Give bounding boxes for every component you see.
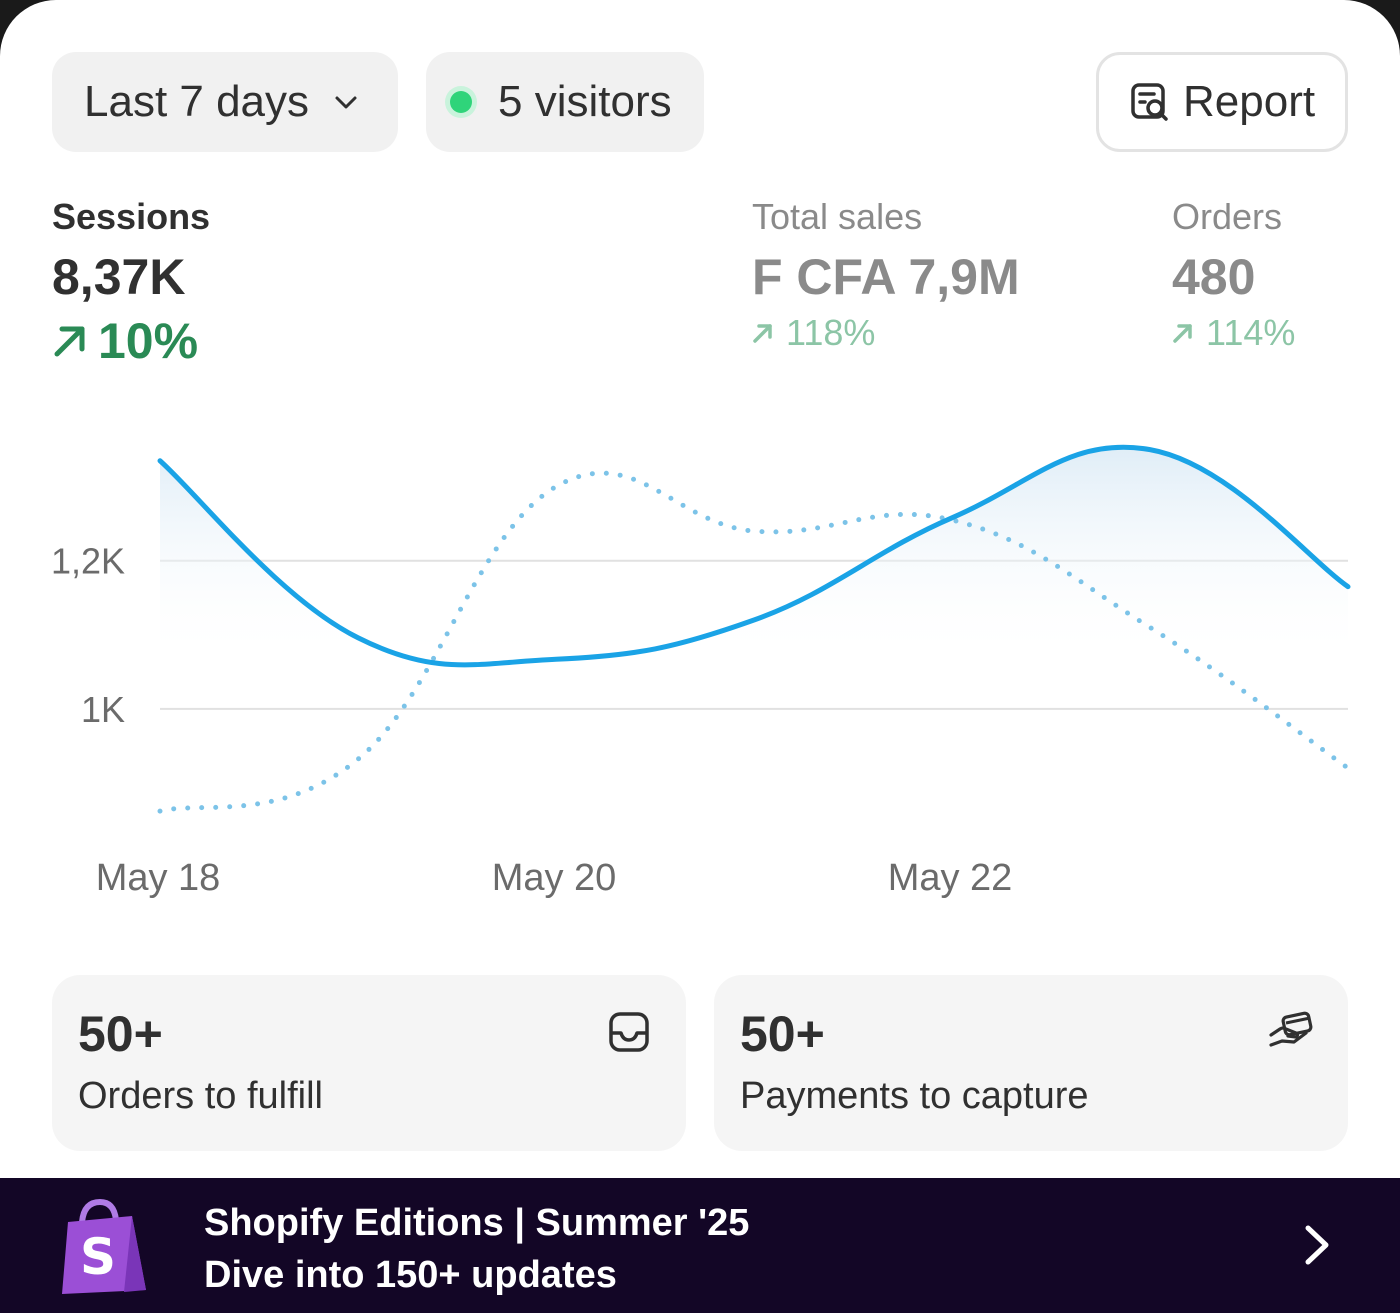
x-tick-label: May 20	[492, 857, 617, 899]
y-tick-label: 1,2K	[51, 541, 125, 582]
live-dot-icon	[450, 91, 472, 113]
task-count: 50+	[740, 1006, 825, 1062]
payments-to-capture-card[interactable]: 50+ Payments to capture	[714, 975, 1348, 1151]
report-search-icon	[1131, 83, 1168, 121]
metric-sales-value: F CFA 7,9M	[752, 249, 1020, 305]
svg-text:S: S	[80, 1228, 116, 1286]
inbox-icon	[609, 1012, 649, 1052]
metric-orders-delta: 114%	[1172, 312, 1295, 354]
shopify-bag-icon: S	[62, 1198, 146, 1294]
metric-orders[interactable]: Orders 480 114%	[1172, 196, 1295, 354]
sessions-chart[interactable]: 1K 1,2K May 18 May 20 May 22	[0, 380, 1400, 920]
metric-sales-delta: 118%	[752, 312, 1020, 354]
editions-banner[interactable]: S Shopify Editions | Summer '25 Dive int…	[0, 1178, 1400, 1313]
x-tick-label: May 22	[888, 857, 1013, 899]
sessions-series-line	[157, 444, 1351, 668]
report-button[interactable]: Report	[1096, 52, 1348, 152]
report-label: Report	[1183, 77, 1316, 126]
metric-orders-label: Orders	[1172, 196, 1283, 237]
chevron-down-icon	[335, 96, 357, 109]
metric-sales-delta-value: 118%	[786, 312, 876, 353]
metric-orders-delta-value: 114%	[1206, 312, 1296, 353]
metric-sales-label: Total sales	[752, 196, 923, 237]
y-tick-label: 1K	[81, 689, 125, 730]
comparison-series-line	[157, 470, 1351, 814]
arrow-up-right-icon	[54, 326, 85, 357]
task-label: Orders to fulfill	[78, 1075, 323, 1117]
visitors-label: 5 visitors	[498, 77, 672, 126]
task-count: 50+	[78, 1006, 163, 1062]
banner-subtitle: Dive into 150+ updates	[204, 1254, 617, 1296]
chevron-right-icon[interactable]	[1298, 1224, 1334, 1266]
task-label: Payments to capture	[740, 1075, 1089, 1117]
x-tick-label: May 18	[96, 857, 221, 899]
metric-sessions-value: 8,37K	[52, 249, 186, 305]
home-card: Last 7 days 5 visitors Report Sessions 8…	[0, 0, 1400, 1180]
metric-total-sales[interactable]: Total sales F CFA 7,9M 118%	[752, 196, 1020, 354]
metric-sessions[interactable]: Sessions 8,37K 10%	[52, 196, 210, 370]
metric-sessions-delta-value: 10%	[98, 313, 199, 369]
live-visitors-button[interactable]: 5 visitors	[426, 52, 704, 152]
series-area-fill	[160, 447, 1348, 665]
orders-to-fulfill-card[interactable]: 50+ Orders to fulfill	[52, 975, 686, 1151]
metric-orders-value: 480	[1172, 249, 1256, 305]
banner-title: Shopify Editions | Summer '25	[204, 1202, 750, 1244]
date-range-dropdown[interactable]: Last 7 days	[52, 52, 398, 152]
hand-card-icon	[1269, 1011, 1313, 1047]
metric-sessions-label: Sessions	[52, 196, 211, 237]
arrow-up-right-icon	[1173, 324, 1192, 343]
metric-sessions-delta: 10%	[52, 312, 210, 370]
date-range-label: Last 7 days	[84, 77, 310, 126]
arrow-up-right-icon	[753, 324, 772, 343]
